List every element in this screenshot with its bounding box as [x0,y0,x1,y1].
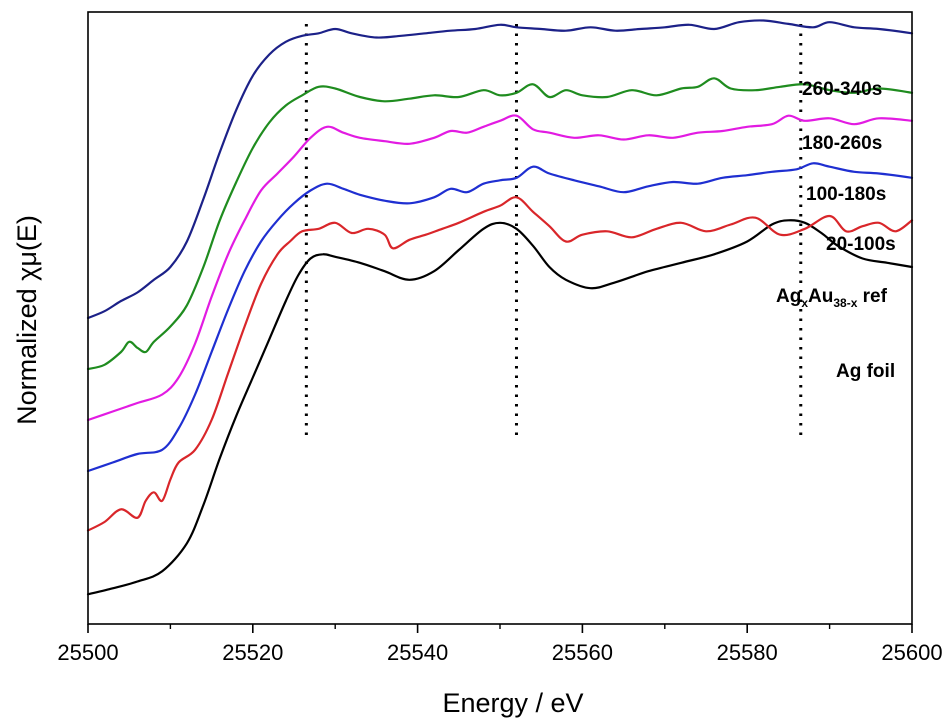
x-tick-label-3: 25560 [552,640,613,665]
series-line-1 [86,196,914,532]
series-line-4 [86,77,914,371]
series-labels: 260-340s 180-260s 100-180s 20-100s AgxAu… [776,79,896,382]
x-tick-label-4: 25580 [717,640,778,665]
series-label-180-260s: 180-260s [802,133,882,154]
series-line-2 [86,162,914,473]
x-axis-ticks: 25500 25520 25540 25560 25580 25600 [57,624,943,665]
x-tick-label-0: 25500 [57,640,118,665]
series-line-0 [86,219,914,596]
series-label-20-100s: 20-100s [826,234,896,255]
x-tick-label-5: 25600 [881,640,942,665]
x-tick-label-1: 25520 [222,640,283,665]
x-axis-title: Energy / eV [442,688,583,718]
plot-frame [87,11,913,625]
series-line-5 [86,19,914,320]
series-line-3 [86,114,914,422]
series-label-agxau38x-ref: AgxAu38-x ref [776,286,888,310]
x-tick-label-2: 25540 [387,640,448,665]
series-group [86,19,914,596]
series-label-ag-foil: Ag foil [836,361,895,382]
series-label-100-180s: 100-180s [806,184,886,205]
series-label-260-340s: 260-340s [802,79,882,100]
y-axis-title: Normalized χμ(E) [12,215,42,425]
